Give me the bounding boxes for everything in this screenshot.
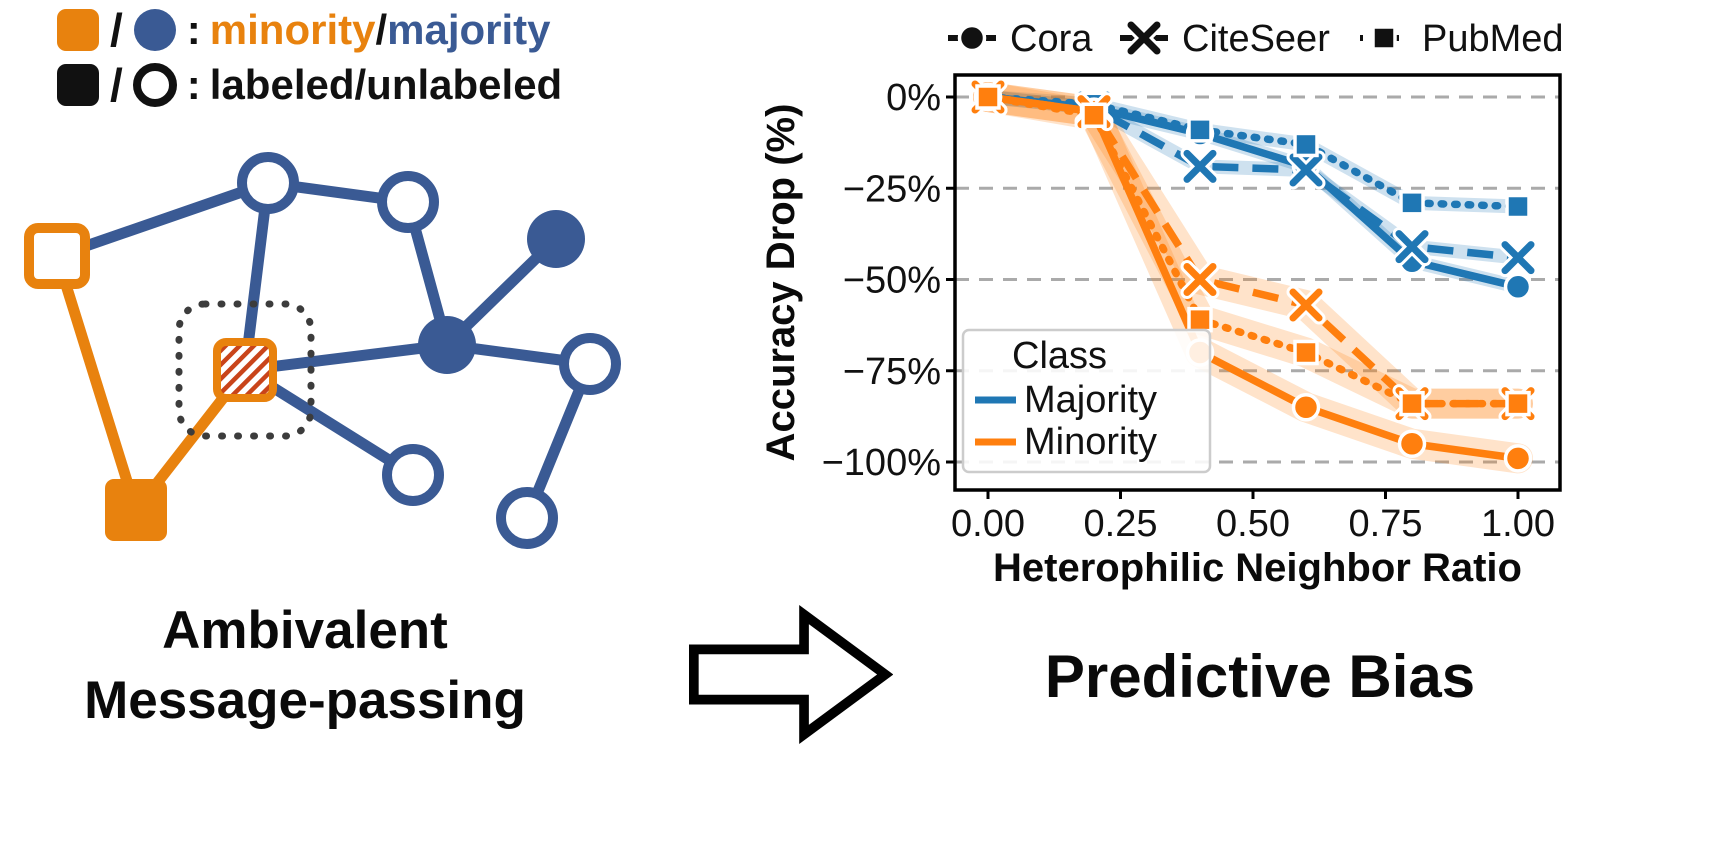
x-tick-label: 0.25 — [1084, 503, 1158, 545]
marker-circle — [1397, 429, 1427, 458]
slash-text: / — [110, 58, 123, 111]
symbol-legend: / : minority/majority / : labeled/unlabe… — [55, 4, 562, 112]
dataset-legend-marker-Cora — [957, 23, 987, 53]
x-tick-label: 1.00 — [1481, 503, 1555, 545]
labeled-unlabeled-label: labeled/unlabeled — [209, 61, 563, 109]
y-tick-label: −50% — [843, 260, 941, 302]
symbol-legend-row-labeled: / : labeled/unlabeled — [55, 59, 562, 112]
marker-x — [1183, 263, 1217, 296]
majority-circle-icon — [132, 7, 178, 53]
highlight-box — [175, 300, 315, 440]
graph-node-c3 — [527, 210, 585, 268]
implies-arrow-icon — [689, 604, 893, 745]
y-tick-label: −25% — [843, 168, 941, 210]
marker-x — [1183, 149, 1217, 183]
marker-x — [1395, 230, 1429, 264]
class-words: minority/majority — [210, 6, 551, 54]
slash-text: / — [110, 4, 123, 56]
minority-label: minority — [209, 6, 376, 54]
x-tick-label: 0.00 — [951, 503, 1025, 545]
x-axis-label: Heterophilic Neighbor Ratio — [993, 546, 1522, 590]
dataset-legend-marker-PubMed — [1371, 25, 1397, 51]
marker-square — [1399, 190, 1425, 216]
x-tick-label: 0.50 — [1216, 503, 1290, 545]
left-caption-line2: Message-passing — [84, 670, 526, 730]
graph-edge — [51, 177, 274, 262]
majority-label: majority — [387, 6, 551, 54]
accuracy-chart-svg: 0% −25% −50% −75% −100%0.00 0.25 0.50 0.75 1.00H… — [759, 18, 1564, 590]
class-legend-label: Minority — [1024, 421, 1157, 463]
y-tick-label: −75% — [843, 351, 941, 393]
marker-square — [1293, 131, 1319, 158]
graph-node-sq-filled — [105, 479, 167, 541]
plot-border — [953, 73, 1562, 492]
dataset-legend-label: Cora — [1010, 18, 1093, 60]
graph-edge — [51, 250, 142, 516]
minority-square-icon — [55, 7, 101, 53]
marker-square — [1187, 306, 1213, 333]
marker-square — [1505, 193, 1531, 220]
marker-square — [1187, 117, 1213, 143]
line-PubMed-Majority — [984, 93, 1522, 211]
class-legend-label: Majority — [1024, 379, 1157, 421]
marker-x — [1289, 153, 1323, 187]
class-legend-title: Class — [1012, 335, 1107, 377]
left-caption: Ambivalent Message-passing — [10, 596, 600, 736]
line-PubMed-Minority — [984, 93, 1522, 408]
colon-text: : — [186, 6, 201, 54]
marker-circle — [1291, 393, 1321, 422]
left-caption-line1: Ambivalent — [162, 601, 448, 660]
y-tick-label: 0% — [886, 77, 941, 119]
accuracy-chart: 0% −25% −50% −75% −100% 0.00 0.25 0.50 0.75 1.00 H… — [759, 8, 1590, 598]
unlabeled-circle-icon — [132, 62, 178, 108]
marker-x — [1501, 241, 1535, 275]
slash-text: / — [375, 6, 388, 54]
marker-square — [1505, 390, 1531, 417]
marker-square — [1293, 339, 1319, 366]
graph-node-c6 — [382, 444, 444, 506]
labeled-square-icon — [55, 62, 101, 108]
graph-edge — [239, 339, 453, 376]
graph-svg — [24, 152, 621, 549]
graph-node-c7 — [496, 487, 558, 549]
dataset-legend-marker-CiteSeer — [1127, 21, 1161, 55]
graph-node-c4 — [418, 316, 476, 374]
marker-circle — [1503, 444, 1533, 473]
graph-node-c1 — [237, 152, 299, 214]
y-tick-label: −100% — [822, 442, 941, 484]
marker-square — [1081, 102, 1107, 128]
marker-circle — [1503, 272, 1533, 302]
x-tick-label: 0.75 — [1349, 503, 1423, 545]
graph-node-c5 — [559, 333, 621, 395]
marker-square — [1399, 390, 1425, 417]
class-legend-box — [961, 328, 1212, 474]
graph-node-sq-target — [213, 338, 277, 402]
graph-node-sq-open — [24, 223, 90, 289]
symbol-legend-row-class: / : minority/majority — [55, 4, 562, 57]
graph-node-c2 — [377, 171, 439, 233]
dataset-legend-label: CiteSeer — [1182, 18, 1330, 60]
right-caption: Predictive Bias — [1044, 643, 1476, 710]
colon-text: : — [186, 61, 201, 109]
marker-square — [975, 84, 1001, 110]
marker-x — [1289, 288, 1323, 322]
graph-diagram — [20, 138, 680, 578]
dataset-legend-label: PubMed — [1422, 18, 1564, 60]
y-axis-label: Accuracy Drop (%) — [760, 104, 803, 462]
